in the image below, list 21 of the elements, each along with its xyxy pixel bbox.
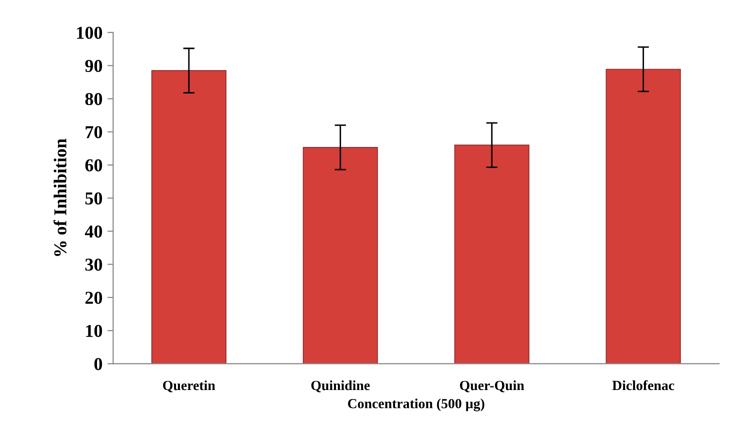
x-axis-title: Concentration (500 µg)	[348, 398, 484, 412]
y-tick-label: 60	[85, 159, 102, 172]
bar	[606, 68, 681, 364]
y-tick-label: 0	[94, 358, 102, 370]
x-tick-label: Queretin	[163, 380, 216, 392]
bar	[302, 146, 378, 364]
y-tick-label: 50	[85, 192, 102, 205]
y-tick-label: 70	[86, 126, 102, 138]
y-tick-label: 40	[84, 225, 102, 238]
y-tick-label: 10	[86, 324, 102, 338]
x-tick-label: Quer-Quin	[460, 380, 524, 392]
bar	[454, 144, 530, 364]
x-tick-label: Diclofenac	[612, 380, 674, 390]
y-tick-label: 80	[85, 92, 102, 106]
x-tick-label: Quinidine	[311, 380, 370, 392]
bar	[151, 70, 226, 364]
y-axis-title: % of Inhibition	[54, 138, 66, 256]
y-tick-label: 100	[77, 26, 102, 39]
y-tick-label: 20	[85, 292, 102, 304]
y-tick-label: 90	[85, 60, 102, 72]
y-tick-label: 30	[85, 258, 102, 271]
